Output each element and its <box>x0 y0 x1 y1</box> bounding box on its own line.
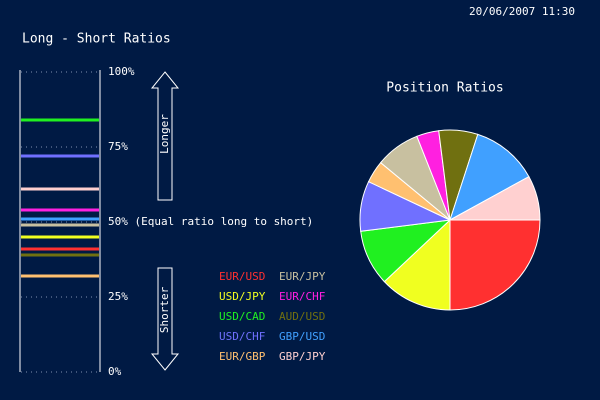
pie-title: Position Ratios <box>386 81 503 96</box>
y-tick-label: 25% <box>108 290 128 303</box>
down-label: Shorter <box>158 286 171 333</box>
legend-entry: EUR/CHF <box>279 290 325 303</box>
legend-entry: GBP/JPY <box>279 350 326 363</box>
y-tick-label: 100% <box>108 65 135 78</box>
pie-slice <box>383 218 451 311</box>
pie-slice <box>449 133 530 222</box>
legend-entry: USD/CHF <box>219 330 265 343</box>
legend-entry: USD/JPY <box>219 290 266 303</box>
up-arrow <box>150 71 180 201</box>
legend-entry: USD/CAD <box>219 310 265 323</box>
legend-entry: AUD/USD <box>279 310 325 323</box>
up-label: Longer <box>158 114 171 154</box>
down-arrow <box>150 267 180 371</box>
pie-slice <box>449 219 541 311</box>
gauge-title: Long - Short Ratios <box>22 32 171 47</box>
legend-entry: EUR/GBP <box>219 350 266 363</box>
charts: 0% 25% 50% (Equal ratio long to short) 75% 1… <box>21 65 541 378</box>
legend-entry: EUR/USD <box>219 270 265 283</box>
y-tick-label: 0% <box>108 365 122 378</box>
legend-entry: EUR/JPY <box>279 270 326 283</box>
timestamp: 20/06/2007 11:30 <box>469 5 575 18</box>
y-tick-label: 50% (Equal ratio long to short) <box>108 215 313 228</box>
pie-slice <box>449 175 541 221</box>
y-tick-label: 75% <box>108 140 128 153</box>
legend-entry: GBP/USD <box>279 330 325 343</box>
